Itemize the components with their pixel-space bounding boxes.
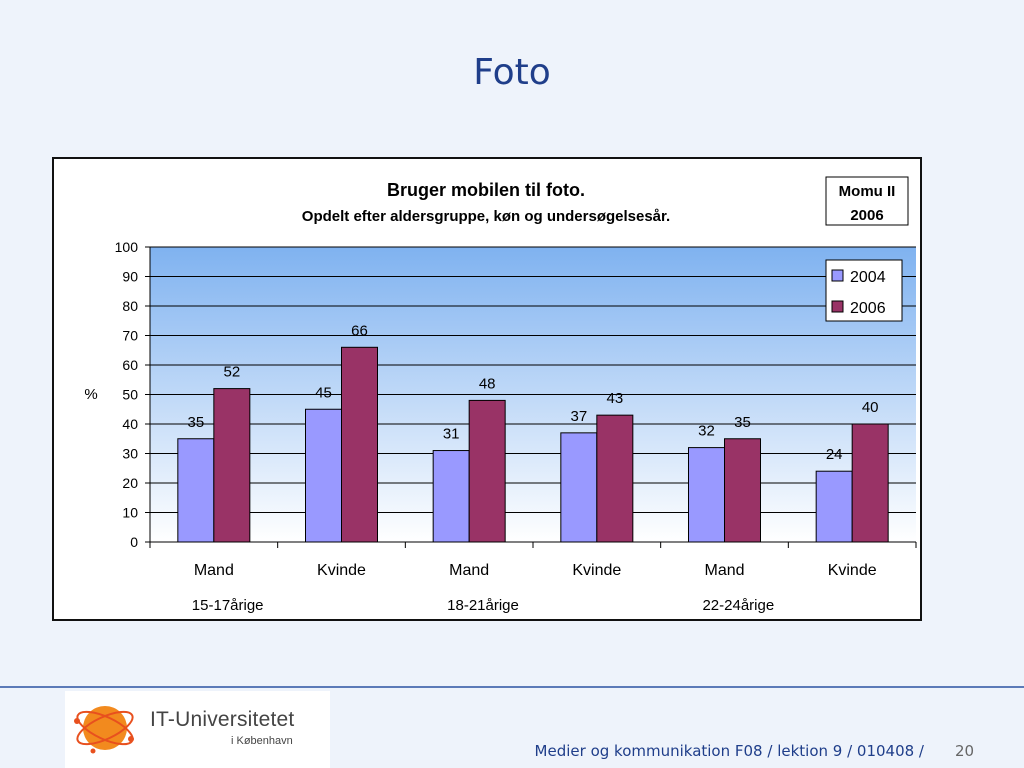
logo-city: i København <box>231 735 293 747</box>
y-tick-label: 40 <box>122 416 138 432</box>
x-category-label: Mand <box>194 562 234 579</box>
x-group-label: 22-24årige <box>702 597 774 614</box>
y-tick-label: 10 <box>122 505 138 521</box>
bar-2004-4 <box>560 432 598 543</box>
footer-divider <box>0 686 1024 688</box>
data-label-2004-4: 37 <box>570 408 587 425</box>
source-badge-line1: Momu II <box>839 183 896 200</box>
y-axis-label: % <box>84 386 97 403</box>
bar-2006-5 <box>724 438 761 543</box>
bar-2006-3 <box>468 399 506 543</box>
legend-swatch-2006 <box>831 300 844 313</box>
logo-mark-icon <box>74 706 134 754</box>
bar-2004-3 <box>432 450 470 543</box>
bar-2004-5 <box>688 447 725 543</box>
y-tick-label: 50 <box>122 387 138 403</box>
chart-subtitle: Opdelt efter aldersgruppe, køn og unders… <box>302 208 670 225</box>
x-group-label: 18-21årige <box>447 597 519 614</box>
data-label-2006-4: 43 <box>606 390 623 407</box>
bar-2006-2 <box>341 346 378 543</box>
x-category-label: Kvinde <box>828 562 877 579</box>
source-badge-box <box>825 176 909 226</box>
footer-course-info: Medier og kommunikation F08 / lektion 9 … <box>534 742 924 760</box>
logo-name: IT-Universitetet <box>150 708 295 731</box>
bar-2004-6 <box>815 470 853 543</box>
data-label-2004-1: 35 <box>187 414 204 431</box>
bar-chart: Bruger mobilen til foto. Opdelt efter ald… <box>84 176 917 614</box>
y-tick-label: 70 <box>122 328 138 344</box>
y-tick-label: 100 <box>115 239 139 255</box>
slide-title: Foto <box>473 52 551 93</box>
bar-2004-2 <box>305 408 342 543</box>
data-label-2006-2: 66 <box>351 322 368 339</box>
x-category-label: Kvinde <box>317 562 366 579</box>
bar-2004-1 <box>177 438 215 543</box>
chart-frame: Bruger mobilen til foto. Opdelt efter ald… <box>52 157 922 621</box>
y-tick-label: 0 <box>130 534 138 550</box>
legend-label-2006: 2006 <box>850 300 886 317</box>
x-category-label: Mand <box>449 562 489 579</box>
data-label-2006-1: 52 <box>223 364 240 381</box>
data-label-2004-3: 31 <box>443 426 460 443</box>
legend-label-2004: 2004 <box>850 269 886 286</box>
bar-2006-4 <box>596 414 634 543</box>
y-tick-label: 90 <box>122 269 138 285</box>
x-category-label: Kvinde <box>572 562 621 579</box>
chart-title: Bruger mobilen til foto. <box>387 180 585 200</box>
x-category-label: Mand <box>704 562 744 579</box>
university-logo: IT-Universitetet i København <box>65 691 330 768</box>
data-label-2006-5: 35 <box>734 414 751 431</box>
data-label-2004-6: 24 <box>826 446 843 463</box>
data-label-2004-5: 32 <box>698 423 715 440</box>
y-tick-label: 20 <box>122 475 138 491</box>
data-label-2006-6: 40 <box>862 399 879 416</box>
y-tick-label: 80 <box>122 298 138 314</box>
x-group-label: 15-17årige <box>192 597 264 614</box>
bar-2006-1 <box>213 388 251 543</box>
data-label-2006-3: 48 <box>479 375 496 392</box>
source-badge-line2: 2006 <box>850 207 883 224</box>
legend-swatch-2004 <box>831 269 844 282</box>
page-number: 20 <box>955 742 975 760</box>
y-tick-label: 30 <box>122 446 138 462</box>
data-label-2004-2: 45 <box>315 384 332 401</box>
bar-2006-6 <box>851 423 889 543</box>
y-tick-label: 60 <box>122 357 138 373</box>
